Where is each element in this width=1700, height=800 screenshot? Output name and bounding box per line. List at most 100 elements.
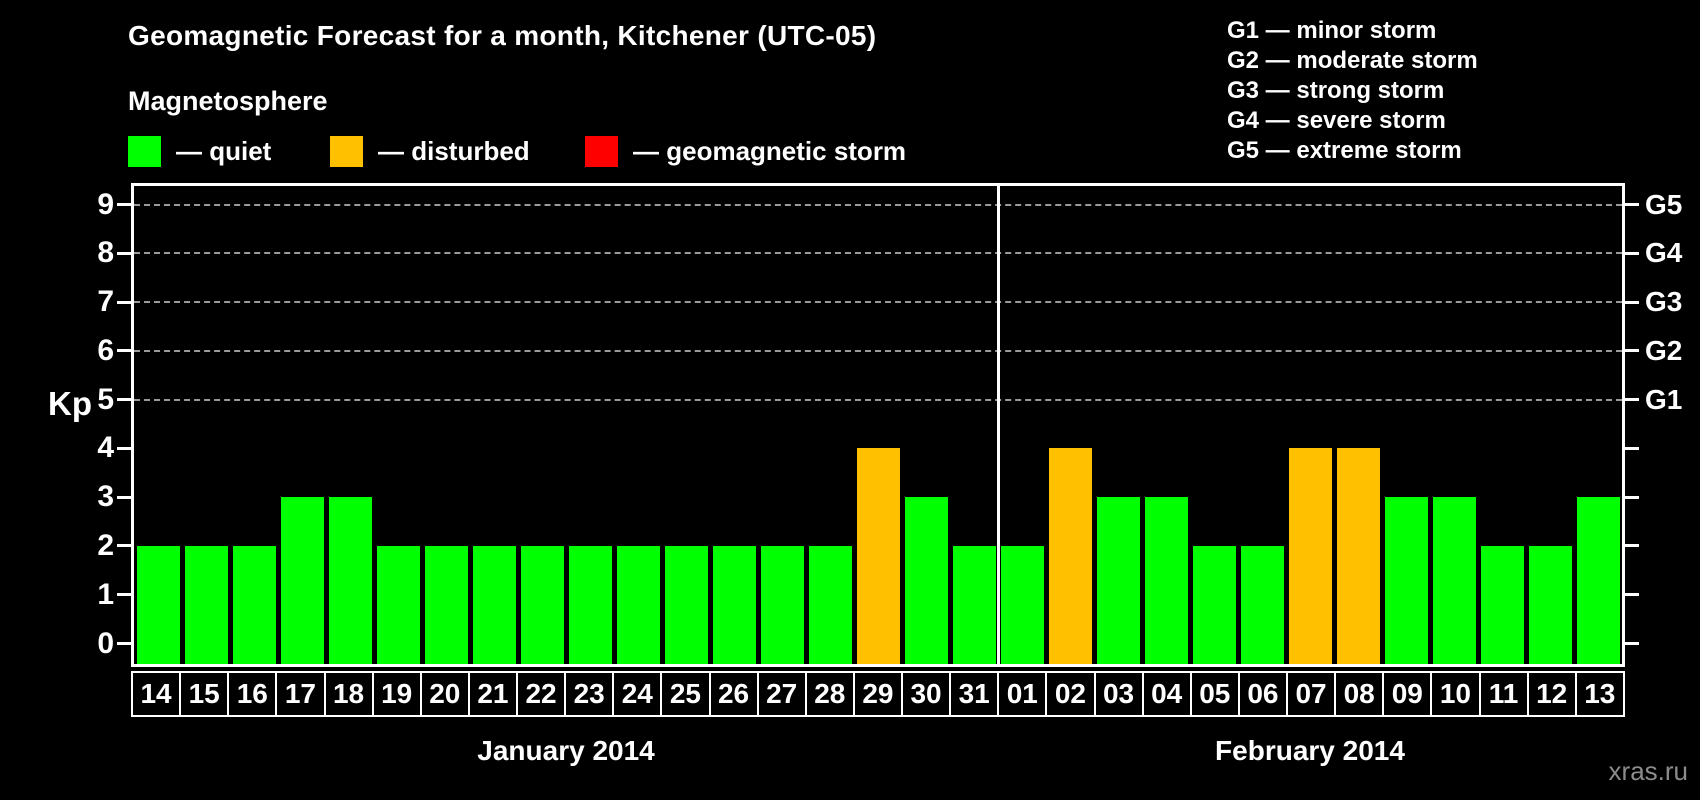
day-cell: 11 xyxy=(1478,671,1529,717)
day-cell: 08 xyxy=(1334,671,1385,717)
day-cell: 28 xyxy=(804,671,855,717)
storm-scale-legend-line: G2 — moderate storm xyxy=(1227,47,1478,74)
day-cell: 15 xyxy=(179,671,230,717)
y-tick-label: 7 xyxy=(97,285,114,319)
gridline-kp5 xyxy=(134,398,1622,401)
legend-item-label: — quiet xyxy=(176,135,272,166)
kp-bar xyxy=(232,545,276,664)
legend-item-disturbed: — disturbed xyxy=(330,135,530,167)
day-cell: 26 xyxy=(708,671,759,717)
kp-bar xyxy=(1240,545,1284,664)
storm-scale-legend: G1 — minor storm G2 — moderate storm G3 … xyxy=(1227,16,1478,166)
y-axis-title: Kp xyxy=(48,385,92,422)
legend-item-label: — geomagnetic storm xyxy=(633,135,907,166)
y-tick xyxy=(1625,544,1639,548)
kp-bar xyxy=(760,545,804,664)
kp-bar xyxy=(472,545,516,664)
g-scale-label: G2 xyxy=(1645,334,1683,366)
day-cell: 23 xyxy=(564,671,615,717)
kp-bar xyxy=(136,545,180,664)
day-cell: 01 xyxy=(997,671,1048,717)
g-scale-label: G1 xyxy=(1645,383,1683,415)
kp-bar xyxy=(328,497,372,664)
storm-swatch-icon xyxy=(585,135,618,167)
legend-item-storm: — geomagnetic storm xyxy=(585,135,906,167)
quiet-swatch-icon xyxy=(128,135,161,167)
y-tick xyxy=(117,544,131,548)
day-cell: 13 xyxy=(1574,671,1625,717)
kp-bar xyxy=(712,545,756,664)
kp-bar xyxy=(520,545,564,664)
kp-bar xyxy=(424,545,468,664)
y-tick xyxy=(117,398,131,402)
y-tick-label: 9 xyxy=(97,187,114,221)
day-cell: 29 xyxy=(852,671,903,717)
kp-bar xyxy=(856,448,900,664)
legend-item-quiet: — quiet xyxy=(128,135,271,167)
kp-bar xyxy=(616,545,660,664)
y-tick xyxy=(1625,203,1639,207)
y-tick-label: 0 xyxy=(97,626,114,660)
g-scale-label: G3 xyxy=(1645,286,1683,318)
y-tick xyxy=(117,495,131,499)
day-cell: 16 xyxy=(227,671,278,717)
day-cell: 03 xyxy=(1093,671,1144,717)
y-tick-label: 3 xyxy=(97,480,114,514)
kp-bar xyxy=(664,545,708,664)
y-tick xyxy=(117,203,131,207)
kp-bar xyxy=(1192,545,1236,664)
day-cell: 31 xyxy=(949,671,1000,717)
y-tick-label: 6 xyxy=(97,333,114,367)
day-axis: 14 15 16 17 18 19 20 21 22 23 24 25 26 27 28 29 30 31 01 02… xyxy=(131,671,1625,717)
y-tick xyxy=(117,300,131,304)
watermark: xras.ru xyxy=(1608,756,1688,786)
plot-area xyxy=(131,183,1625,667)
legend-item-label: — disturbed xyxy=(378,135,530,166)
disturbed-swatch-icon xyxy=(330,135,363,167)
kp-bar xyxy=(904,497,948,664)
y-tick xyxy=(117,642,131,645)
day-cell: 02 xyxy=(1045,671,1096,717)
day-cell: 12 xyxy=(1526,671,1577,717)
y-tick xyxy=(1625,349,1639,353)
kp-bar xyxy=(1576,497,1620,664)
kp-bar xyxy=(280,497,324,664)
storm-scale-legend-line: G3 — strong storm xyxy=(1227,77,1445,104)
day-cell: 21 xyxy=(467,671,518,717)
kp-bar xyxy=(1480,545,1524,664)
day-cell: 25 xyxy=(660,671,711,717)
storm-scale-legend-line: G5 — extreme storm xyxy=(1227,137,1462,164)
y-tick-label: 4 xyxy=(97,431,114,465)
gridline-kp7 xyxy=(134,301,1622,304)
gridline-kp9 xyxy=(134,203,1622,206)
kp-bar xyxy=(1144,497,1188,664)
y-tick xyxy=(1625,495,1639,499)
page-title: Geomagnetic Forecast for a month, Kitche… xyxy=(128,20,877,51)
kp-bar xyxy=(184,545,228,664)
day-cell: 30 xyxy=(901,671,952,717)
y-tick xyxy=(1625,642,1639,645)
day-cell: 09 xyxy=(1382,671,1433,717)
gridline-kp8 xyxy=(134,252,1622,255)
month-separator-line xyxy=(996,186,1000,664)
y-tick xyxy=(117,349,131,353)
day-cell: 19 xyxy=(371,671,422,717)
kp-bar xyxy=(1384,497,1428,664)
day-cell: 04 xyxy=(1141,671,1192,717)
y-tick-label: 2 xyxy=(97,528,114,562)
y-tick-label: 1 xyxy=(97,577,114,611)
storm-scale-legend-line: G4 — severe storm xyxy=(1227,107,1446,134)
kp-bar xyxy=(1336,448,1380,664)
kp-bar xyxy=(568,545,612,664)
kp-bar xyxy=(952,545,996,664)
magnetosphere-legend-heading: Magnetosphere xyxy=(128,86,328,116)
kp-bar xyxy=(1096,497,1140,664)
month-label: February 2014 xyxy=(1215,735,1405,766)
kp-bar xyxy=(376,545,420,664)
g-scale-label: G5 xyxy=(1645,188,1683,220)
kp-bar xyxy=(1288,448,1332,664)
kp-bar xyxy=(1048,448,1092,664)
y-tick-label: 8 xyxy=(97,236,114,270)
day-cell: 06 xyxy=(1237,671,1288,717)
day-cell: 14 xyxy=(131,671,182,717)
